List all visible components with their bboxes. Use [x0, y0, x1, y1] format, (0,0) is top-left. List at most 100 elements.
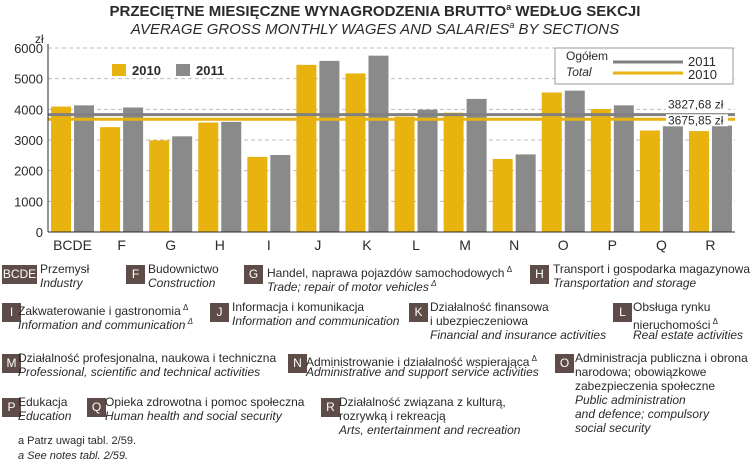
- section-P-en: Education: [18, 409, 72, 423]
- total-legend-year-2011: 2011: [688, 54, 716, 69]
- section-BCDE-pl: Przemysł: [40, 262, 90, 276]
- section-BCDE-en: Industry: [40, 276, 83, 290]
- section-badge-P: P: [2, 398, 21, 417]
- delta-mark: Δ: [180, 303, 189, 312]
- section-badge-F: F: [126, 265, 145, 284]
- section-L-en: Real estate activities: [633, 328, 744, 342]
- bar-2011-F: [123, 107, 144, 232]
- section-badge-Q: Q: [87, 398, 106, 417]
- x-tick-label: M: [459, 237, 471, 253]
- legend-label-2010: 2010: [132, 63, 161, 78]
- section-R-pl: Działalność związana z kulturą,: [339, 395, 506, 409]
- section-H-en: Transportation and storage: [553, 276, 697, 290]
- bar-2011-H: [221, 121, 242, 232]
- legend-swatch-2010: [112, 64, 126, 76]
- x-tick-label: F: [117, 237, 126, 253]
- bar-2010-N: [492, 159, 513, 232]
- x-tick-label: K: [362, 237, 372, 253]
- section-O-en3: social security: [575, 421, 651, 435]
- section-P-pl: Edukacja: [18, 395, 68, 409]
- x-tick-label: R: [705, 237, 715, 253]
- section-L-pl2: nieruchomości Δ: [633, 317, 718, 332]
- bar-2010-K: [345, 73, 366, 232]
- x-tick-label: J: [314, 237, 321, 253]
- section-badge-R: R: [321, 398, 340, 417]
- section-badge-I: I: [2, 303, 21, 322]
- x-tick-label: L: [412, 237, 420, 253]
- section-Q-en: Human health and social security: [105, 409, 282, 423]
- y-tick-label: 6000: [14, 41, 43, 56]
- y-tick-label: 2000: [14, 164, 43, 179]
- section-badge-G: G: [244, 265, 263, 284]
- x-tick-label: G: [165, 237, 176, 253]
- section-G-en: Trade; repair of motor vehicles Δ: [267, 279, 437, 294]
- section-G-pl: Handel, naprawa pojazdów samochodowych Δ: [267, 265, 513, 280]
- bar-2011-M: [466, 98, 487, 232]
- section-R-pl2: rozrywką i rekreacją: [339, 409, 446, 423]
- bar-2010-R: [688, 131, 709, 232]
- section-K-pl2: i ubezpieczeniowa: [430, 314, 529, 328]
- section-I-en: Information and communication Δ: [18, 317, 194, 332]
- bar-2010-F: [100, 127, 121, 232]
- section-J-pl: Informacja i komunikacja: [232, 300, 365, 314]
- reference-label-2010: 3675,85 zł: [668, 113, 724, 127]
- footnote-pl: a Patrz uwagi tabl. 2/59.: [18, 435, 137, 447]
- section-O-pl3: zabezpieczenia społeczne: [575, 379, 716, 393]
- reference-label-bg: [666, 98, 728, 111]
- x-tick-label: BCDE: [53, 237, 92, 253]
- section-badge-N: N: [288, 354, 307, 373]
- section-badge-H: H: [530, 265, 549, 284]
- reference-label-2011: 3827,68 zł: [668, 98, 724, 112]
- section-badge-K: K: [409, 303, 428, 322]
- total-legend-year-2010: 2010: [688, 67, 717, 82]
- section-badge-J: J: [210, 303, 229, 322]
- delta-mark: Δ: [428, 279, 437, 288]
- section-O-pl2: narodowa; obowiązkowe: [575, 365, 707, 379]
- y-tick-label: 0: [36, 225, 43, 240]
- y-tick-label: 4000: [14, 102, 43, 117]
- bar-2010-Q: [639, 130, 660, 232]
- section-N-en: Administrative and support service activ…: [306, 365, 539, 379]
- section-K-pl: Działalność finansowa: [430, 300, 549, 314]
- section-O-en2: and defence; compulsory: [575, 407, 710, 421]
- bar-2011-G: [172, 136, 193, 232]
- y-tick-label: 5000: [14, 72, 43, 87]
- section-M-en: Professional, scientific and technical a…: [18, 365, 261, 379]
- x-tick-label: H: [215, 237, 225, 253]
- bar-2010-P: [590, 109, 611, 232]
- section-R-en: Arts, entertainment and recreation: [339, 423, 521, 437]
- y-tick-label: 1000: [14, 194, 43, 209]
- section-badge-O: O: [555, 354, 574, 373]
- bar-2010-L: [394, 116, 415, 232]
- footnote-en: a See notes tabl. 2/59.: [18, 450, 129, 462]
- bar-2011-N: [515, 154, 536, 232]
- x-tick-label: I: [267, 237, 271, 253]
- bar-2010-O: [541, 92, 562, 232]
- bar-2011-P: [613, 105, 634, 232]
- delta-mark: Δ: [710, 317, 718, 326]
- section-J-en: Information and communication: [232, 314, 400, 328]
- x-tick-label: O: [558, 237, 569, 253]
- section-F-pl: Budownictwo: [148, 262, 219, 276]
- chart-title-pl: PRZECIĘTNE MIESIĘCZNE WYNAGRODZENIA BRUT…: [109, 2, 641, 20]
- section-O-en: Public administration: [575, 393, 686, 407]
- section-badge-M: M: [2, 354, 21, 373]
- y-axis-unit: zł: [35, 32, 44, 46]
- delta-mark: Δ: [529, 354, 538, 363]
- bar-2010-J: [296, 64, 317, 232]
- bar-2010-M: [443, 112, 464, 232]
- delta-mark: Δ: [185, 317, 194, 326]
- x-tick-label: N: [509, 237, 519, 253]
- bar-2011-I: [270, 155, 291, 232]
- section-Q-pl: Opieka zdrowotna i pomoc społeczna: [105, 395, 305, 409]
- x-tick-label: P: [608, 237, 617, 253]
- bar-2011-J: [319, 60, 340, 232]
- section-F-en: Construction: [148, 276, 216, 290]
- chart-bars: [51, 55, 732, 232]
- total-legend-en: Total: [566, 65, 592, 79]
- bar-2010-H: [198, 122, 219, 232]
